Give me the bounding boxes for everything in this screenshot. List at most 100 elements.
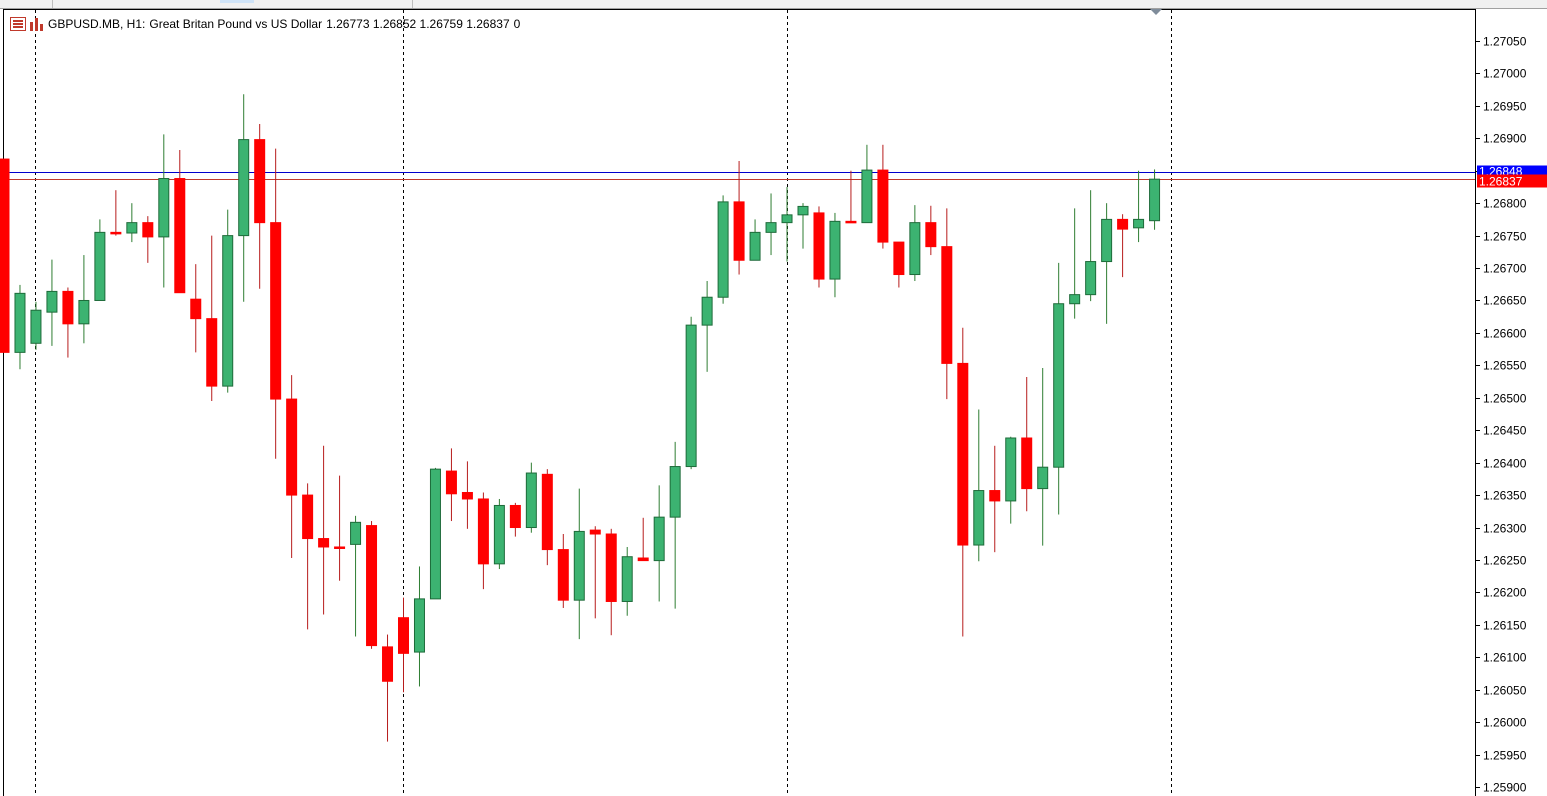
bull-candle — [94, 231, 106, 301]
bear-candle — [509, 504, 521, 529]
y-tick-label: 1.27050 — [1483, 35, 1527, 49]
bull-candle — [78, 299, 90, 325]
chart-bars-icon[interactable] — [29, 17, 45, 31]
y-tick-label: 1.26250 — [1483, 554, 1527, 568]
window-top-strip — [0, 0, 1547, 9]
bear-candle — [1117, 218, 1129, 230]
bear-candle — [0, 158, 10, 353]
bull-candle — [14, 292, 26, 353]
y-tick-label: 1.26450 — [1483, 424, 1527, 438]
y-tick-label: 1.26500 — [1483, 392, 1527, 406]
bear-candle — [286, 398, 298, 496]
bull-candle — [238, 139, 250, 237]
bear-candle — [541, 473, 553, 551]
bid-price-label: 1.26837 — [1479, 175, 1523, 189]
y-tick-label: 1.26400 — [1483, 457, 1527, 471]
bull-candle — [701, 296, 713, 326]
bear-candle — [893, 241, 905, 276]
bull-candle — [685, 324, 697, 468]
y-tick-label: 1.26800 — [1483, 197, 1527, 211]
bull-candle — [973, 490, 985, 546]
bull-candle — [1133, 218, 1145, 229]
bear-candle — [334, 546, 346, 549]
bear-candle — [445, 470, 457, 495]
bear-candle — [637, 557, 649, 562]
bull-candle — [46, 290, 58, 313]
tab-separator — [412, 0, 413, 8]
bull-candle — [797, 205, 809, 216]
bull-candle — [1149, 178, 1161, 222]
bull-candle — [525, 472, 537, 529]
y-tick-label: 1.26550 — [1483, 359, 1527, 373]
bear-candle — [174, 178, 186, 294]
bear-candle — [957, 362, 969, 546]
bear-candle — [206, 318, 218, 387]
active-tab-indicator[interactable] — [220, 0, 254, 3]
bull-candle — [909, 222, 921, 276]
bear-candle — [589, 529, 601, 535]
bear-candle — [989, 490, 1001, 502]
bear-candle — [733, 201, 745, 261]
bull-candle — [829, 220, 841, 280]
bear-candle — [813, 212, 825, 280]
bull-candle — [413, 598, 425, 653]
y-tick-label: 1.26350 — [1483, 489, 1527, 503]
tab-separator — [52, 0, 53, 8]
bid-price-label-bg — [1477, 174, 1547, 188]
chart-list-icon[interactable] — [10, 17, 26, 31]
ohlc-values: 1.26773 1.26852 1.26759 1.26837 — [326, 17, 510, 31]
bear-candle — [142, 222, 154, 238]
bear-candle — [110, 231, 122, 235]
bull-candle — [717, 201, 729, 298]
bear-candle — [605, 533, 617, 602]
symbol-label: GBPUSD.MB, H1: — [48, 17, 146, 31]
bull-candle — [749, 231, 761, 261]
bull-candle — [1005, 437, 1017, 502]
bull-candle — [669, 466, 681, 518]
bull-candle — [158, 178, 170, 238]
bear-candle — [925, 222, 937, 248]
bull-candle — [30, 309, 42, 344]
chart-shift-marker[interactable] — [1150, 9, 1162, 15]
y-tick-label: 1.26200 — [1483, 586, 1527, 600]
bear-candle — [318, 538, 330, 548]
bear-candle — [557, 549, 569, 601]
bull-candle — [126, 222, 138, 234]
bull-candle — [861, 169, 873, 224]
bull-candle — [1037, 466, 1049, 490]
bull-candle — [781, 214, 793, 224]
bull-candle — [653, 516, 665, 562]
y-tick-label: 1.26650 — [1483, 294, 1527, 308]
bear-candle — [270, 222, 282, 400]
bear-candle — [461, 491, 473, 500]
y-tick-label: 1.26000 — [1483, 716, 1527, 730]
bull-candle — [1101, 218, 1113, 263]
bear-candle — [382, 646, 394, 682]
bear-candle — [366, 525, 378, 647]
bull-candle — [350, 521, 362, 545]
bull-candle — [1085, 261, 1097, 296]
y-tick-label: 1.25950 — [1483, 749, 1527, 763]
y-tick-label: 1.26900 — [1483, 132, 1527, 146]
y-tick-label: 1.26700 — [1483, 262, 1527, 276]
symbol-description: Great Britan Pound vs US Dollar — [149, 17, 323, 31]
bear-candle — [190, 298, 202, 320]
bull-candle — [573, 530, 585, 601]
bull-candle — [222, 235, 234, 387]
bull-candle — [765, 222, 777, 233]
bear-candle — [877, 169, 889, 243]
bull-candle — [493, 504, 505, 565]
y-tick-label: 1.26050 — [1483, 684, 1527, 698]
y-tick-label: 1.26150 — [1483, 619, 1527, 633]
chart-header: GBPUSD.MB, H1: Great Britan Pound vs US … — [10, 15, 524, 33]
bull-candle — [1069, 294, 1081, 305]
bear-candle — [254, 139, 266, 224]
bear-candle — [845, 220, 857, 224]
y-tick-label: 1.26950 — [1483, 100, 1527, 114]
tick-volume: 0 — [513, 17, 521, 31]
y-tick-label: 1.26750 — [1483, 230, 1527, 244]
bull-candle — [1053, 303, 1065, 468]
bear-candle — [398, 617, 409, 654]
bear-candle — [62, 290, 74, 325]
